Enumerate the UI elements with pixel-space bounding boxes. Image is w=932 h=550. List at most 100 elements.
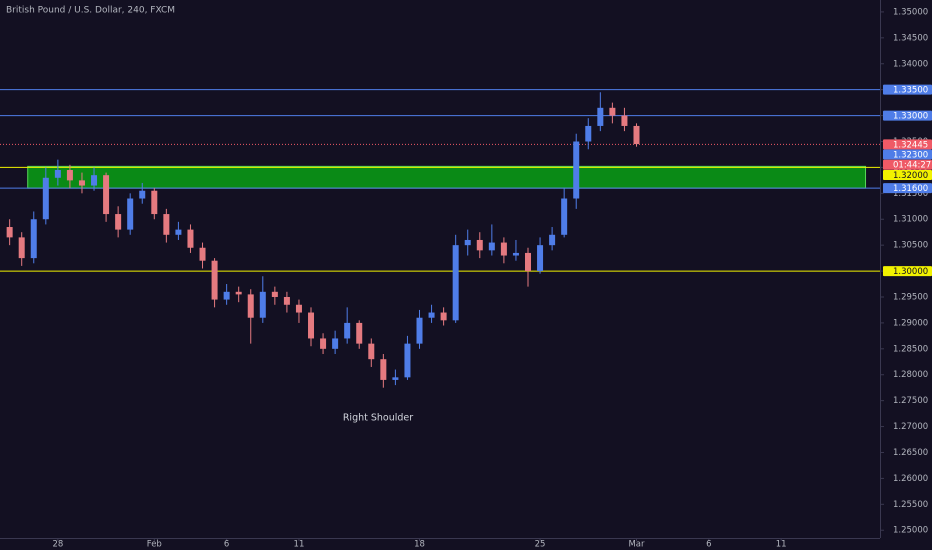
candle-body bbox=[621, 115, 628, 126]
candle-body bbox=[356, 322, 363, 344]
candle-body bbox=[476, 239, 483, 251]
candle-body bbox=[500, 242, 507, 256]
candle-body bbox=[175, 229, 182, 235]
y-tick-label: 1.31500 bbox=[893, 189, 928, 199]
candle-body bbox=[54, 170, 61, 178]
y-tick-label: 1.25000 bbox=[893, 526, 928, 536]
price-badge-label: 1.31600 bbox=[893, 184, 928, 194]
candle-body bbox=[103, 175, 110, 215]
x-tick-label: 18 bbox=[414, 540, 425, 550]
chart-title: British Pound / U.S. Dollar, 240, FXCM bbox=[6, 6, 175, 16]
candle-body bbox=[78, 180, 85, 186]
candle-body bbox=[283, 296, 290, 305]
candle-body bbox=[609, 107, 616, 116]
x-tick-label: 28 bbox=[52, 540, 63, 550]
candle-body bbox=[151, 190, 158, 215]
price-badge-label: 1.33500 bbox=[893, 86, 928, 96]
annotation: Right Shoulder bbox=[343, 413, 413, 424]
candle-body bbox=[344, 322, 351, 339]
candle-body bbox=[464, 239, 471, 246]
candle-body bbox=[308, 312, 315, 339]
price-badge-label: 1.32445 bbox=[893, 140, 928, 150]
x-tick-label: 11 bbox=[294, 540, 305, 550]
candle-body bbox=[295, 304, 302, 313]
candle-body bbox=[633, 125, 640, 145]
price-badge-label: 1.32000 bbox=[893, 171, 928, 181]
price-badge bbox=[883, 110, 932, 121]
candle-body bbox=[452, 245, 459, 321]
x-tick-label: Mar bbox=[628, 540, 645, 550]
y-tick-label: 1.29500 bbox=[893, 292, 928, 302]
y-tick-label: 1.25500 bbox=[893, 500, 928, 510]
candle-body bbox=[163, 214, 170, 235]
candle-body bbox=[332, 338, 339, 349]
price-badge-label: 1.30000 bbox=[893, 267, 928, 277]
y-tick-label: 1.26000 bbox=[893, 474, 928, 484]
candle-body bbox=[428, 312, 435, 318]
price-badge-label: 1.33000 bbox=[893, 112, 928, 122]
candle-body bbox=[199, 247, 206, 261]
candle-body bbox=[115, 214, 122, 230]
price-badge bbox=[883, 159, 932, 170]
y-tick-label: 1.28500 bbox=[893, 344, 928, 354]
y-tick-label: 1.30500 bbox=[893, 241, 928, 251]
candle-body bbox=[537, 245, 544, 272]
price-badge bbox=[883, 169, 932, 180]
candle-body bbox=[525, 252, 531, 272]
x-tick-label: 6 bbox=[706, 540, 711, 550]
candle-body bbox=[488, 242, 495, 251]
candle-body bbox=[6, 227, 13, 238]
price-badge bbox=[883, 84, 932, 95]
x-tick-label: 6 bbox=[224, 540, 229, 550]
candle-body bbox=[440, 312, 447, 321]
candle-body bbox=[91, 175, 98, 186]
candle-body bbox=[139, 190, 146, 199]
price-badge bbox=[883, 183, 932, 194]
candle-body bbox=[235, 291, 242, 295]
candle-body bbox=[66, 170, 73, 181]
price-badge bbox=[883, 139, 932, 150]
x-tick-label: 11 bbox=[776, 540, 787, 550]
y-tick-label: 1.31000 bbox=[893, 215, 928, 225]
y-tick-label: 1.34500 bbox=[893, 33, 928, 43]
candle-body bbox=[512, 252, 519, 256]
y-tick-label: 1.27000 bbox=[893, 422, 928, 432]
price-badge-label: 01:44:27 bbox=[893, 161, 931, 171]
candle-body bbox=[18, 237, 25, 259]
price-badge bbox=[883, 266, 932, 277]
candle-body bbox=[404, 343, 411, 378]
candle-body bbox=[416, 317, 423, 344]
candle-body bbox=[597, 107, 604, 126]
candle-body bbox=[30, 219, 37, 259]
candle-body bbox=[187, 229, 194, 248]
candle-body bbox=[211, 260, 218, 300]
candle-body bbox=[247, 294, 254, 318]
candle-body bbox=[380, 359, 387, 380]
candle-body bbox=[223, 291, 230, 300]
candle-body bbox=[271, 291, 278, 297]
y-tick-label: 1.26500 bbox=[893, 448, 928, 458]
candle-body bbox=[127, 198, 134, 230]
candle-body bbox=[259, 291, 266, 318]
candle-body bbox=[42, 177, 49, 220]
x-tick-label: Feb bbox=[147, 540, 162, 550]
candle-body bbox=[549, 234, 556, 246]
candle-body bbox=[368, 343, 375, 360]
y-tick-label: 1.27500 bbox=[893, 396, 928, 406]
x-tick-label: 25 bbox=[535, 540, 546, 550]
candle-body bbox=[392, 377, 399, 380]
zone bbox=[27, 165, 867, 189]
candle-body bbox=[585, 125, 592, 142]
candle-body bbox=[320, 338, 327, 349]
price-badge bbox=[883, 149, 932, 160]
y-tick-label: 1.34000 bbox=[893, 59, 928, 69]
y-tick-label: 1.28000 bbox=[893, 370, 928, 380]
y-tick-label: 1.35000 bbox=[893, 7, 928, 17]
price-badge-label: 1.32300 bbox=[893, 151, 928, 161]
y-tick-label: 1.29000 bbox=[893, 318, 928, 328]
candle-body bbox=[573, 141, 580, 199]
candle-body bbox=[561, 198, 568, 235]
